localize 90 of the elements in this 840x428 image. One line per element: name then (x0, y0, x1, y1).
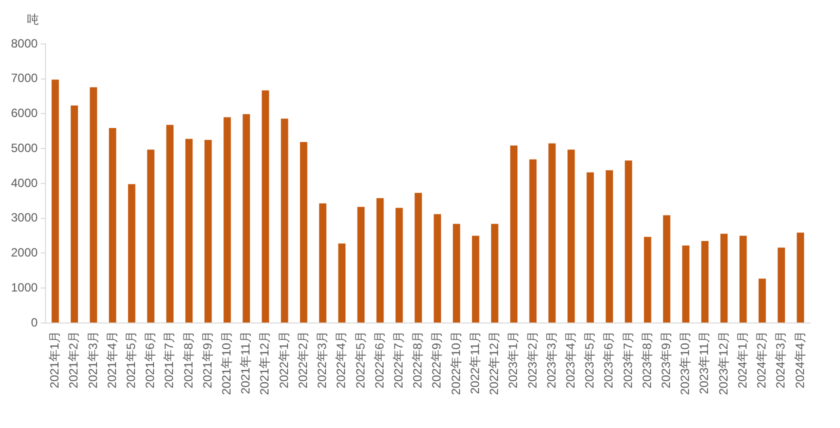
x-tick-label: 2021年1月 (48, 330, 62, 388)
bar (242, 114, 250, 322)
x-tick-label: 2022年9月 (430, 330, 444, 388)
x-tick-label: 2022年11月 (468, 330, 482, 394)
x-tick-label: 2022年7月 (392, 330, 406, 388)
x-tick-label: 2021年10月 (220, 330, 234, 396)
y-tick-label: 2000 (10, 246, 38, 260)
bar (720, 234, 728, 322)
x-tick-label: 2024年2月 (754, 330, 769, 388)
bar (586, 172, 594, 322)
x-tick-label: 2021年7月 (162, 330, 176, 388)
bar (434, 214, 442, 322)
y-tick-label: 4000 (10, 176, 38, 190)
bar (108, 128, 116, 322)
x-tick-label: 2022年4月 (334, 330, 348, 388)
x-tick-label: 2023年3月 (544, 330, 558, 388)
x-tick-label: 2021年11月 (238, 330, 253, 394)
x-tick-label: 2022年6月 (372, 330, 386, 388)
x-tick-label: 2023年4月 (563, 330, 578, 388)
x-tick-label: 2024年4月 (792, 330, 807, 388)
x-tick-label: 2021年6月 (143, 330, 158, 388)
bar (682, 246, 690, 322)
x-tick-label: 2023年6月 (602, 330, 616, 388)
bar (491, 224, 498, 322)
bar (548, 143, 556, 322)
y-tick-label: 1000 (10, 280, 38, 294)
bar (701, 241, 709, 322)
x-tick-label: 2021年3月 (86, 330, 100, 388)
x-tick-label: 2022年5月 (353, 330, 368, 388)
x-tick-label: 2023年12月 (716, 330, 730, 396)
x-tick-label: 2022年3月 (315, 330, 330, 388)
bar (224, 117, 231, 322)
x-tick-label: 2023年1月 (506, 330, 520, 388)
bar (472, 236, 480, 322)
bar (529, 159, 537, 322)
x-tick-label: 2023年10月 (678, 330, 692, 396)
x-tick-label: 2021年2月 (66, 330, 81, 388)
bar (147, 150, 154, 322)
x-tick-label: 2023年2月 (525, 330, 540, 388)
bar (280, 118, 288, 322)
bar (90, 87, 98, 322)
x-tick-label: 2023年7月 (620, 330, 635, 388)
bar (357, 206, 365, 322)
x-tick-label: 2023年9月 (659, 330, 674, 388)
bar (606, 170, 613, 322)
x-tick-label: 2021年4月 (104, 330, 119, 388)
y-tick-label: 0 (31, 315, 38, 330)
bar (376, 198, 384, 322)
x-tick-label: 2022年8月 (410, 330, 425, 388)
y-tick-label: 7000 (10, 71, 38, 86)
x-tick-label: 2022年1月 (276, 330, 291, 388)
x-tick-label: 2021年12月 (258, 330, 272, 396)
bar (128, 184, 136, 322)
bar (452, 224, 460, 322)
x-tick-label: 2023年5月 (582, 330, 597, 388)
bar (778, 248, 785, 322)
x-tick-label: 2022年12月 (487, 330, 502, 396)
bar (319, 203, 326, 322)
bar (414, 192, 422, 322)
x-tick-label: 2024年1月 (735, 330, 750, 388)
x-tick-label: 2021年9月 (200, 330, 214, 388)
x-tick-label: 2023年11月 (697, 330, 712, 394)
bar (739, 236, 747, 322)
bar (300, 142, 308, 322)
x-tick-label: 2022年2月 (296, 330, 310, 388)
y-tick-label: 3000 (10, 210, 38, 225)
x-tick-label: 2022年10月 (448, 330, 463, 396)
bar (166, 124, 174, 322)
bar (185, 138, 193, 322)
y-tick-label: 8000 (10, 36, 38, 50)
bar (624, 160, 632, 322)
bar (52, 80, 59, 322)
x-tick-label: 2023年8月 (640, 330, 654, 388)
bar (758, 278, 766, 322)
bar (663, 215, 670, 322)
bar (796, 232, 804, 322)
bar (644, 236, 652, 322)
y-tick-label: 5000 (10, 140, 38, 155)
bar (204, 140, 212, 322)
x-tick-label: 2024年3月 (774, 330, 788, 388)
bar (396, 208, 403, 322)
bar (262, 90, 270, 322)
x-tick-label: 2021年5月 (124, 330, 138, 388)
y-axis-title: 吨 (27, 12, 39, 26)
y-tick-label: 6000 (10, 106, 38, 120)
bar (338, 243, 346, 322)
bar (510, 145, 518, 322)
x-tick-label: 2021年8月 (181, 330, 196, 388)
bar (568, 150, 575, 322)
bar (70, 106, 78, 322)
